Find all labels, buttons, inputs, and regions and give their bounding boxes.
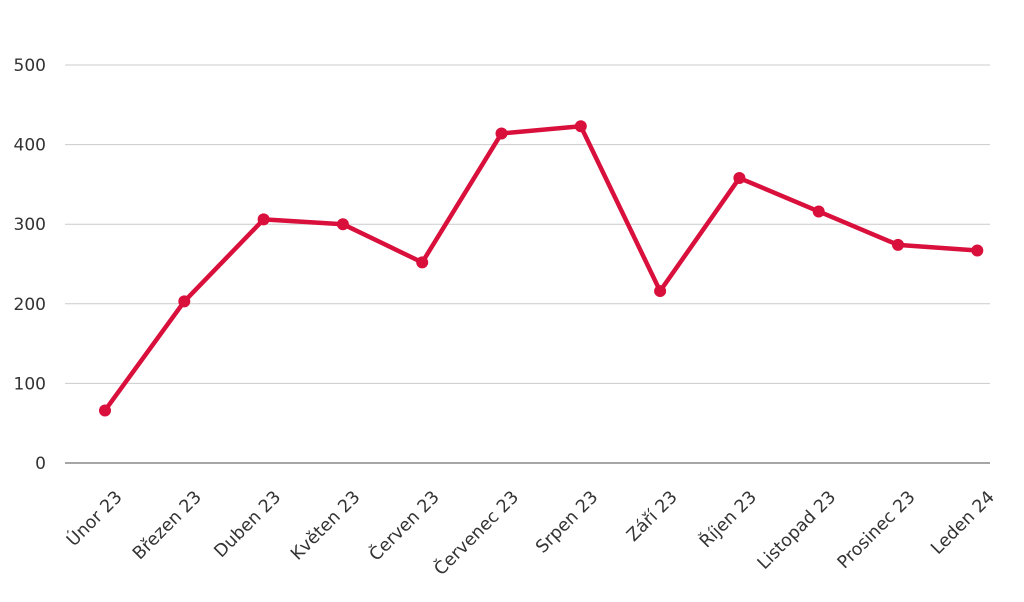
data-point <box>178 295 191 308</box>
x-category-label: Září 23 <box>623 487 681 545</box>
data-point <box>574 120 587 133</box>
data-point <box>733 172 746 185</box>
data-point <box>336 218 349 231</box>
data-point <box>99 404 111 417</box>
y-tick-label: 400 <box>14 136 46 156</box>
x-category-label: Srpen 23 <box>532 487 602 557</box>
data-point <box>812 205 825 218</box>
x-category-label: Únor 23 <box>62 486 127 551</box>
data-point <box>257 213 270 226</box>
data-point <box>416 256 429 269</box>
y-tick-label: 200 <box>14 295 46 315</box>
x-category-label: Červenec 23 <box>429 486 523 580</box>
x-category-label: Říjen 23 <box>695 486 761 552</box>
data-point <box>495 127 508 140</box>
x-category-label: Listopad 23 <box>754 487 840 573</box>
gridlines <box>65 64 990 384</box>
series-line <box>102 124 980 413</box>
x-category-label: Květen 23 <box>287 487 364 564</box>
y-tick-label: 300 <box>14 215 46 235</box>
x-category-label: Březen 23 <box>129 487 206 564</box>
y-tick-label: 100 <box>14 374 46 394</box>
data-point <box>971 244 984 257</box>
x-category-label: Prosinec 23 <box>834 487 920 573</box>
x-axis-category-labels: Únor 23 Březen 23 Duben 23 Květen 23 Červen … <box>62 486 999 580</box>
data-point <box>654 285 667 298</box>
data-point <box>892 238 904 251</box>
y-axis-tick-labels: 0 100 200 300 400 500 <box>14 56 46 474</box>
x-category-label: Duben 23 <box>211 487 286 562</box>
y-tick-label: 0 <box>35 454 46 474</box>
x-category-label: Červen 23 <box>364 486 443 565</box>
x-category-label: Leden 24 <box>927 487 998 558</box>
y-tick-label: 500 <box>14 56 46 76</box>
series-layer <box>99 120 984 417</box>
